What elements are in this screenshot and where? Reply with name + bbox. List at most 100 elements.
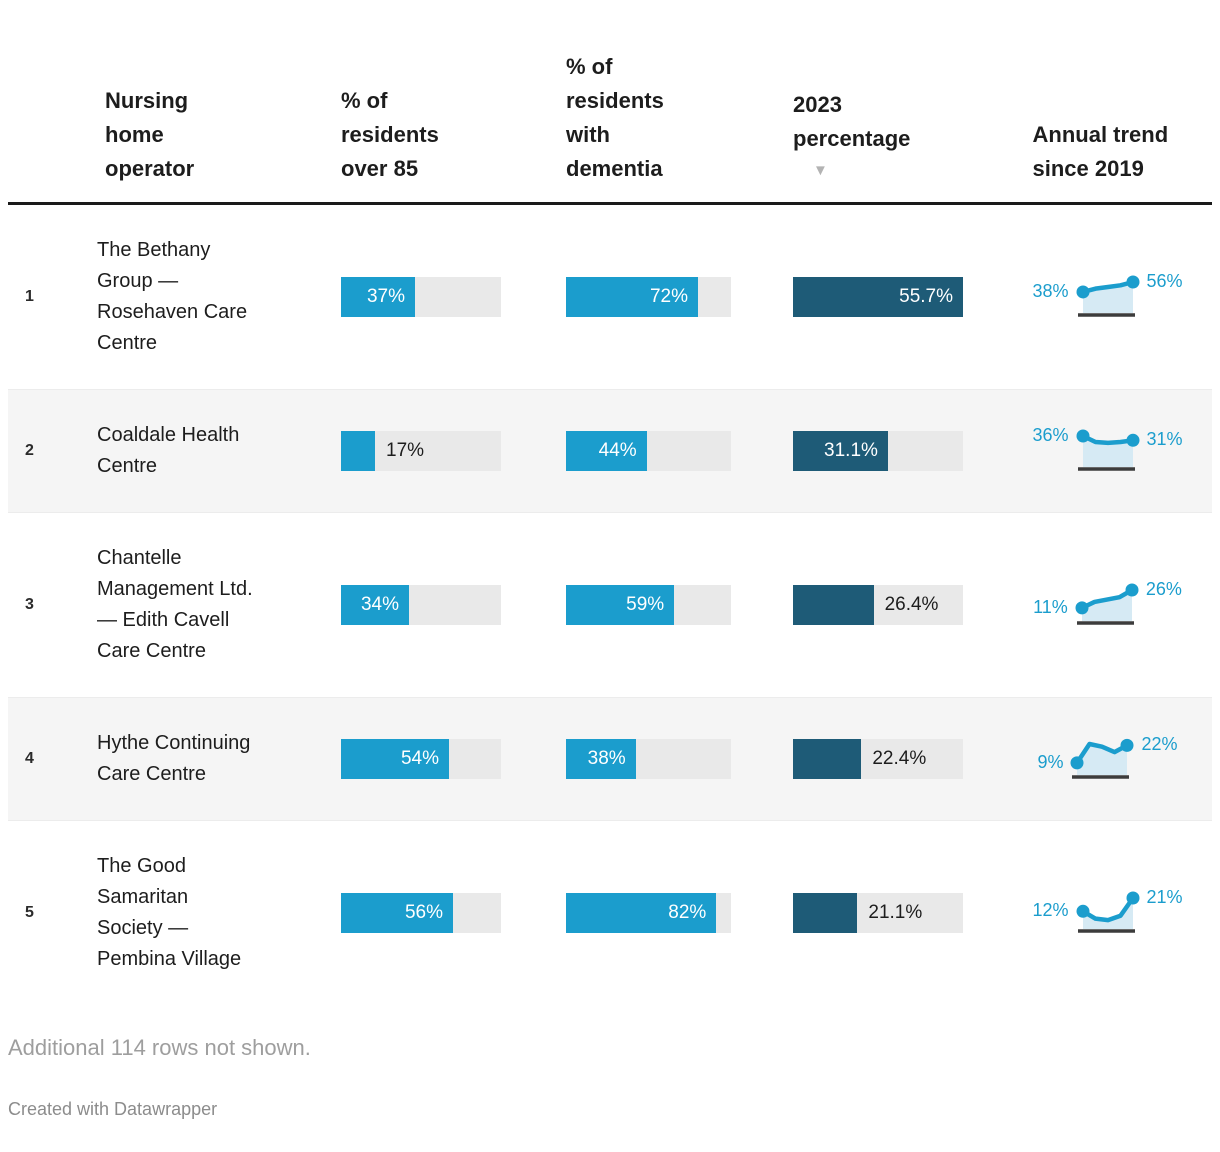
rows-not-shown-note: Additional 114 rows not shown. (8, 1035, 311, 1060)
bar-value-label: 54% (400, 748, 439, 769)
bar-fill (341, 893, 453, 933)
bar-value-label: 82% (668, 902, 707, 923)
bar-over85: 56% (333, 893, 558, 933)
bar-fill (341, 739, 449, 779)
trend-end-label: 31% (1146, 429, 1183, 450)
bar-track: 56% (341, 893, 501, 933)
bar-track: 22.4% (793, 739, 963, 779)
bar-fill (566, 431, 647, 471)
bar-fill (566, 277, 698, 317)
bar-over85: 17% (333, 431, 558, 471)
bar-value-label: 17% (386, 440, 425, 461)
trend-start-label: 12% (1032, 900, 1069, 921)
table-row: 1 The Bethany Group — Rosehaven Care Cen… (8, 205, 1212, 389)
table-header: Nursing home operator % of residents ove… (8, 0, 1212, 205)
bar-track: 17% (341, 431, 501, 471)
col-header-over85-label: % of residents over 85 (341, 88, 439, 181)
bar-fill (793, 893, 858, 933)
bar-value-label: 22.4% (872, 748, 927, 769)
col-header-2023-label: 2023 percentage (793, 92, 911, 151)
trend-cell: 12% 21% (1003, 887, 1212, 937)
bar-value-label: 38% (587, 748, 626, 769)
row-number: 2 (25, 442, 34, 459)
trend-sparkline (1075, 889, 1141, 937)
operator-name: Hythe Continuing Care Centre (97, 732, 251, 785)
bar-over85: 34% (333, 585, 558, 625)
bar-value-label: 44% (598, 440, 637, 461)
operator-name: The Bethany Group — Rosehaven Care Centr… (97, 239, 248, 354)
bar-fill (566, 585, 675, 625)
table-row: 3 Chantelle Management Ltd. — Edith Cave… (8, 512, 1212, 697)
trend-sparkline (1075, 427, 1141, 475)
trend-cell: 11% 26% (1003, 579, 1212, 629)
bar-track: 37% (341, 277, 501, 317)
datawrapper-credit[interactable]: Created with Datawrapper (8, 1099, 218, 1119)
row-number: 4 (25, 750, 34, 767)
row-number: 3 (25, 596, 34, 613)
bar-fill (566, 893, 717, 933)
operator-name: The Good Samaritan Society — Pembina Vil… (97, 855, 242, 970)
bar-track: 26.4% (793, 585, 963, 625)
trend-end-label: 26% (1145, 579, 1182, 599)
table-row: 2 Coaldale Health Centre 17% 44% 31.1% 3… (8, 389, 1212, 512)
bar-track: 82% (566, 893, 731, 933)
bar-value-label: 37% (366, 286, 405, 307)
table-body: 1 The Bethany Group — Rosehaven Care Cen… (8, 205, 1212, 1005)
bar-value-label: 55.7% (899, 286, 953, 307)
trend-end-label: 22% (1141, 734, 1178, 755)
bar-fill (566, 739, 636, 779)
trend-start-label: 36% (1032, 425, 1069, 445)
trend-start-label: 9% (1037, 751, 1064, 772)
sort-descending-icon: ▼ (813, 162, 828, 179)
bar-2023-percentage: 22.4% (785, 739, 1003, 779)
bar-dementia: 82% (558, 893, 785, 933)
bar-fill (793, 585, 874, 625)
bar-fill (341, 277, 415, 317)
col-header-2023-percentage[interactable]: 2023 percentage ▼ (785, 88, 1003, 186)
bar-dementia: 59% (558, 585, 785, 625)
bar-dementia: 38% (558, 739, 785, 779)
trend-end-label: 56% (1146, 271, 1183, 291)
bar-value-label: 21.1% (868, 902, 923, 923)
operator-name: Coaldale Health Centre (97, 424, 240, 477)
bar-dementia: 44% (558, 431, 785, 471)
col-header-operator-label: Nursing home operator (105, 88, 195, 181)
bar-track: 34% (341, 585, 501, 625)
bar-2023-percentage: 21.1% (785, 893, 1003, 933)
trend-sparkline (1074, 581, 1140, 629)
col-header-over85[interactable]: % of residents over 85 (333, 84, 558, 186)
bar-value-label: 26.4% (884, 594, 939, 615)
row-number: 5 (25, 904, 34, 921)
trend-end-label: 21% (1146, 887, 1183, 907)
trend-sparkline (1075, 273, 1141, 321)
bar-2023-percentage: 31.1% (785, 431, 1003, 471)
col-header-operator[interactable]: Nursing home operator (97, 84, 333, 186)
trend-cell: 9% 22% (1003, 734, 1212, 783)
col-header-trend[interactable]: Annual trend since 2019 (1003, 118, 1212, 186)
trend-start-label: 11% (1033, 596, 1068, 617)
bar-track: 31.1% (793, 431, 963, 471)
table-row: 5 The Good Samaritan Society — Pembina V… (8, 820, 1212, 1005)
bar-2023-percentage: 55.7% (785, 277, 1003, 317)
bar-fill (793, 277, 963, 317)
bar-over85: 37% (333, 277, 558, 317)
bar-fill (341, 585, 409, 625)
bar-track: 55.7% (793, 277, 963, 317)
col-header-dementia-label: % of residents with dementia (566, 54, 664, 181)
trend-cell: 36% 31% (1003, 425, 1212, 475)
trend-start-label: 38% (1032, 280, 1069, 301)
bar-value-label: 56% (404, 902, 443, 923)
bar-fill (341, 431, 375, 471)
bar-track: 21.1% (793, 893, 963, 933)
bar-track: 44% (566, 431, 731, 471)
operator-name: Chantelle Management Ltd. — Edith Cavell… (97, 547, 253, 662)
row-number: 1 (25, 288, 34, 305)
trend-sparkline (1069, 735, 1135, 783)
bar-value-label: 31.1% (824, 440, 878, 461)
bar-value-label: 34% (360, 594, 399, 615)
datawrapper-table: Nursing home operator % of residents ove… (8, 0, 1212, 1119)
col-header-dementia[interactable]: % of residents with dementia (558, 50, 785, 186)
bar-value-label: 72% (649, 286, 688, 307)
bar-track: 38% (566, 739, 731, 779)
bar-2023-percentage: 26.4% (785, 585, 1003, 625)
